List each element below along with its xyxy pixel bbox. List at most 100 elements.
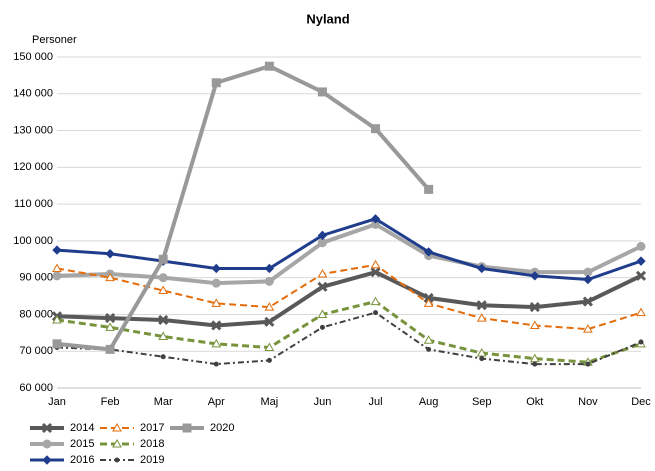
marker	[158, 273, 168, 283]
marker	[317, 230, 328, 241]
marker	[423, 247, 434, 257]
legend-label: 2015	[70, 438, 94, 450]
marker	[636, 256, 646, 266]
y-tick-label: 80 000	[19, 308, 53, 320]
marker	[52, 339, 62, 349]
x-tick-label: Okt	[526, 396, 543, 408]
marker	[423, 335, 434, 344]
marker	[52, 245, 62, 255]
marker	[371, 124, 381, 134]
marker	[266, 357, 272, 363]
marker	[105, 272, 115, 282]
marker	[264, 342, 275, 352]
series-line	[56, 311, 642, 366]
marker	[52, 314, 62, 324]
x-tick-label: Dec	[631, 396, 651, 408]
marker	[317, 281, 328, 292]
marker	[105, 249, 115, 259]
marker	[532, 361, 538, 367]
y-tick-label: 140 000	[13, 88, 53, 100]
legend-label: 2017	[140, 422, 164, 434]
marker	[52, 263, 62, 272]
marker	[112, 438, 122, 448]
y-tick-label: 150 000	[13, 51, 53, 63]
marker	[114, 457, 120, 463]
marker	[476, 313, 487, 322]
marker	[105, 322, 115, 331]
x-tick-label: Apr	[208, 396, 225, 408]
marker	[424, 184, 434, 194]
legend-label: 2020	[210, 422, 234, 434]
marker	[583, 274, 593, 285]
marker	[211, 78, 221, 88]
marker	[529, 320, 540, 329]
marker	[264, 276, 274, 286]
marker	[264, 316, 275, 327]
marker	[476, 348, 487, 357]
marker	[477, 263, 487, 274]
series-line	[56, 222, 642, 286]
y-axis-label: Personer	[32, 34, 77, 46]
marker	[423, 292, 434, 303]
marker	[41, 422, 53, 434]
marker	[636, 241, 646, 251]
marker	[112, 422, 122, 432]
legend-label: 2016	[70, 454, 94, 466]
marker	[211, 298, 222, 307]
y-tick-label: 120 000	[13, 161, 53, 173]
chart-title: Nyland	[306, 11, 349, 26]
marker	[529, 302, 540, 313]
marker	[182, 423, 192, 433]
marker	[370, 214, 381, 224]
x-tick-label: Sep	[472, 396, 492, 408]
marker	[264, 302, 275, 311]
marker	[319, 324, 325, 330]
marker	[636, 307, 646, 317]
marker	[426, 346, 432, 352]
series-line	[56, 299, 642, 364]
marker	[530, 271, 540, 281]
marker	[213, 361, 219, 367]
x-tick-label: Jan	[48, 396, 66, 408]
y-tick-label: 70 000	[19, 345, 53, 357]
series-line	[56, 64, 431, 352]
x-tick-label: Jun	[314, 396, 332, 408]
marker	[317, 268, 328, 278]
marker	[105, 344, 115, 354]
marker	[211, 338, 222, 348]
marker	[158, 314, 169, 326]
marker	[373, 310, 379, 316]
x-tick-label: Aug	[419, 396, 439, 408]
x-tick-label: Mar	[154, 396, 173, 408]
marker	[105, 313, 116, 324]
marker	[585, 361, 591, 367]
x-tick-label: Jul	[369, 396, 383, 408]
marker	[479, 356, 485, 362]
y-tick-label: 60 000	[19, 382, 53, 394]
marker	[476, 300, 487, 311]
series-line	[56, 217, 642, 282]
marker	[52, 271, 62, 281]
x-tick-label: Feb	[101, 396, 120, 408]
marker	[635, 270, 647, 281]
legend-label: 2019	[140, 454, 164, 466]
marker	[529, 353, 540, 363]
marker	[158, 285, 169, 295]
y-tick-label: 100 000	[13, 235, 53, 247]
marker	[638, 339, 644, 345]
marker	[211, 320, 222, 331]
marker	[264, 263, 275, 274]
marker	[370, 267, 381, 278]
marker	[264, 61, 274, 71]
y-tick-label: 110 000	[14, 198, 53, 210]
marker	[370, 259, 381, 269]
marker	[423, 298, 434, 307]
marker	[317, 87, 327, 97]
y-tick-label: 90 000	[19, 272, 53, 284]
x-tick-label: Nov	[578, 396, 598, 408]
marker	[160, 354, 166, 360]
series-line	[56, 270, 642, 328]
marker	[370, 296, 381, 306]
legend-label: 2014	[70, 422, 94, 434]
